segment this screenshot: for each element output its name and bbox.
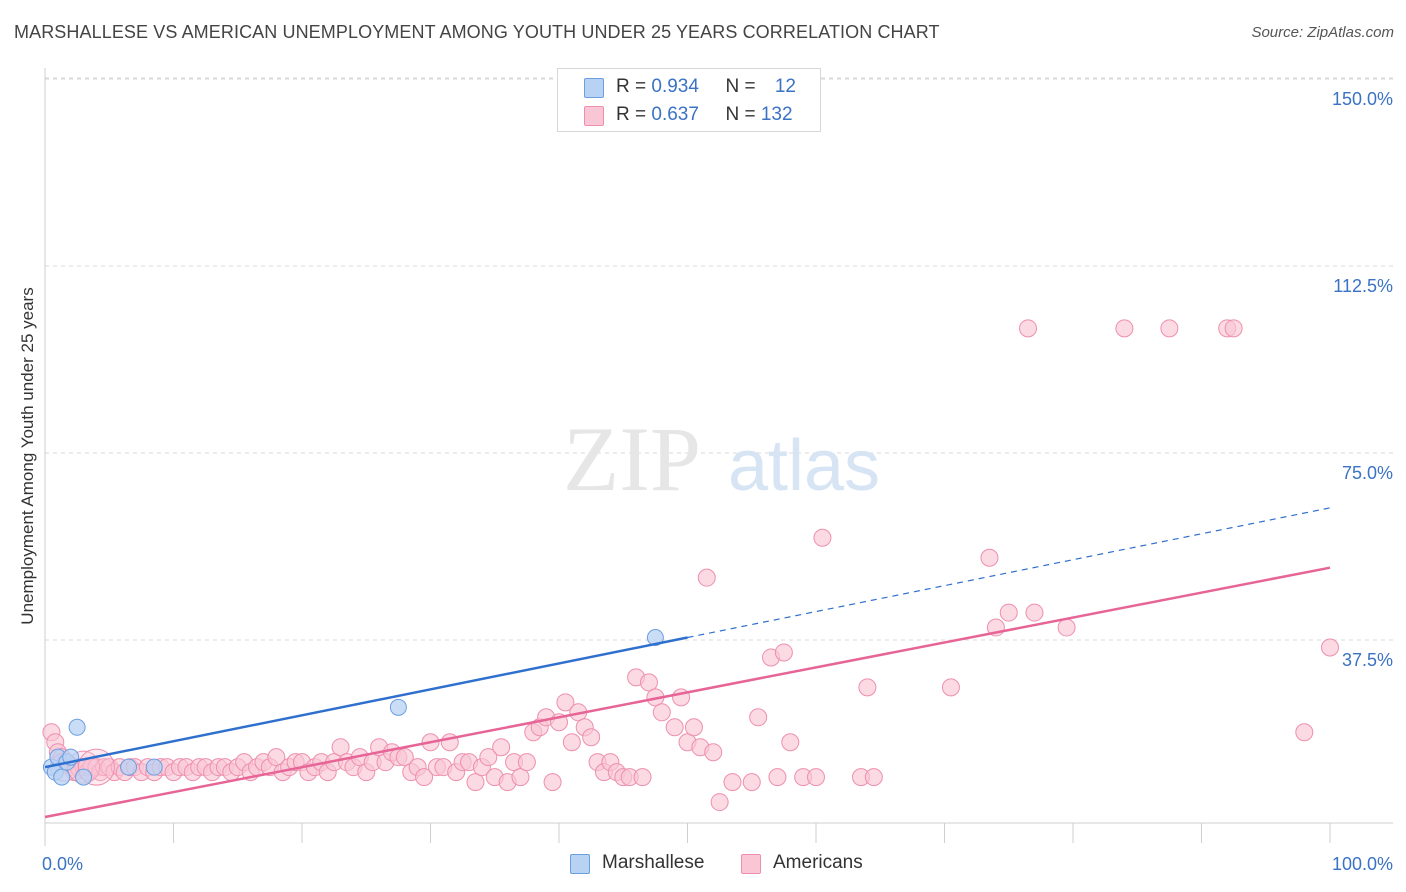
y-tick-label: 37.5% <box>1342 650 1393 670</box>
americans-point <box>1295 723 1314 742</box>
americans-point <box>665 718 684 737</box>
americans-n-value: 132 <box>760 104 793 125</box>
americans-point <box>864 768 883 787</box>
gridlines <box>45 77 1393 641</box>
americans-point <box>517 753 536 772</box>
americans-point <box>267 748 286 767</box>
americans-point <box>704 743 723 762</box>
americans-r-label: R = <box>616 104 652 125</box>
americans-point <box>742 773 761 792</box>
marshallese-legend-swatch <box>570 854 590 874</box>
marshallese-point <box>145 758 163 776</box>
americans-point <box>633 768 652 787</box>
americans-points <box>42 319 1339 812</box>
marshallese-n-label: N = <box>725 76 761 97</box>
americans-point <box>1115 319 1134 338</box>
americans-point <box>466 773 485 792</box>
americans-point <box>1025 603 1044 622</box>
americans-point <box>1321 638 1339 657</box>
americans-point <box>697 568 716 587</box>
americans-point <box>774 643 793 662</box>
marshallese-trend-line <box>44 636 688 769</box>
americans-trend-line <box>44 566 1331 819</box>
americans-swatch <box>584 106 604 126</box>
marshallese-points <box>42 629 664 786</box>
americans-point <box>684 718 703 737</box>
chart-title: MARSHALLESE VS AMERICAN UNEMPLOYMENT AMO… <box>14 22 940 42</box>
marshallese-point <box>120 758 138 776</box>
americans-point <box>858 678 877 697</box>
americans-point <box>710 793 729 812</box>
americans-point <box>1160 319 1179 338</box>
americans-point <box>807 768 825 787</box>
americans-point <box>1057 618 1076 637</box>
marshallese-r-value: 0.934 <box>651 76 699 97</box>
americans-point <box>1224 319 1243 338</box>
marshallese-point <box>75 768 93 786</box>
americans-point <box>639 673 658 692</box>
marshallese-point <box>646 629 664 647</box>
marshallese-point <box>68 718 86 736</box>
watermark: ZIP atlas <box>563 408 880 510</box>
americans-legend-swatch <box>741 854 761 874</box>
y-tick-label: 150.0% <box>1332 89 1393 109</box>
americans-point <box>511 768 530 787</box>
x-tick-label: 100.0% <box>1332 854 1393 874</box>
americans-point <box>562 733 581 752</box>
tick-labels: 37.5% 75.0% 112.5% 150.0% 0.0% 100.0% <box>42 89 1393 874</box>
marshallese-point <box>389 698 407 716</box>
watermark-zip: ZIP <box>563 408 701 510</box>
americans-point <box>395 748 414 767</box>
americans-point <box>556 693 575 712</box>
americans-legend-label: Americans <box>773 852 863 873</box>
americans-point <box>941 678 960 697</box>
correlation-legend: R = 0.934 N = 12 R = 0.637 N = 132 <box>557 68 821 132</box>
watermark-atlas: atlas <box>728 426 880 506</box>
americans-point <box>652 703 671 722</box>
americans-point <box>543 773 562 792</box>
marshallese-r-label: R = <box>616 76 652 97</box>
americans-r-value: 0.637 <box>651 104 699 125</box>
y-tick-label: 75.0% <box>1342 463 1393 483</box>
trend-lines <box>44 507 1331 819</box>
americans-point <box>813 528 832 547</box>
americans-point <box>415 768 434 787</box>
americans-point <box>749 708 768 727</box>
americans-point <box>1019 319 1038 338</box>
americans-point <box>980 548 999 567</box>
marshallese-legend-label: Marshallese <box>602 852 705 873</box>
americans-point <box>768 768 787 787</box>
americans-point <box>582 728 601 747</box>
americans-point <box>331 738 350 757</box>
americans-point <box>723 773 742 792</box>
americans-point <box>479 748 498 767</box>
americans-point <box>492 738 511 757</box>
marshallese-n-value: 12 <box>774 76 796 97</box>
americans-point <box>999 603 1018 622</box>
source-label: Source: ZipAtlas.com <box>1251 24 1394 41</box>
marshallese-point <box>53 768 71 786</box>
axes <box>44 68 1393 846</box>
marshallese-swatch <box>584 78 604 98</box>
y-tick-label: 112.5% <box>1333 276 1393 296</box>
americans-point <box>781 733 800 752</box>
americans-n-label: N = <box>725 104 761 125</box>
x-tick-label: 0.0% <box>42 854 83 874</box>
y-axis-label: Unemployment Among Youth under 25 years <box>18 287 37 624</box>
